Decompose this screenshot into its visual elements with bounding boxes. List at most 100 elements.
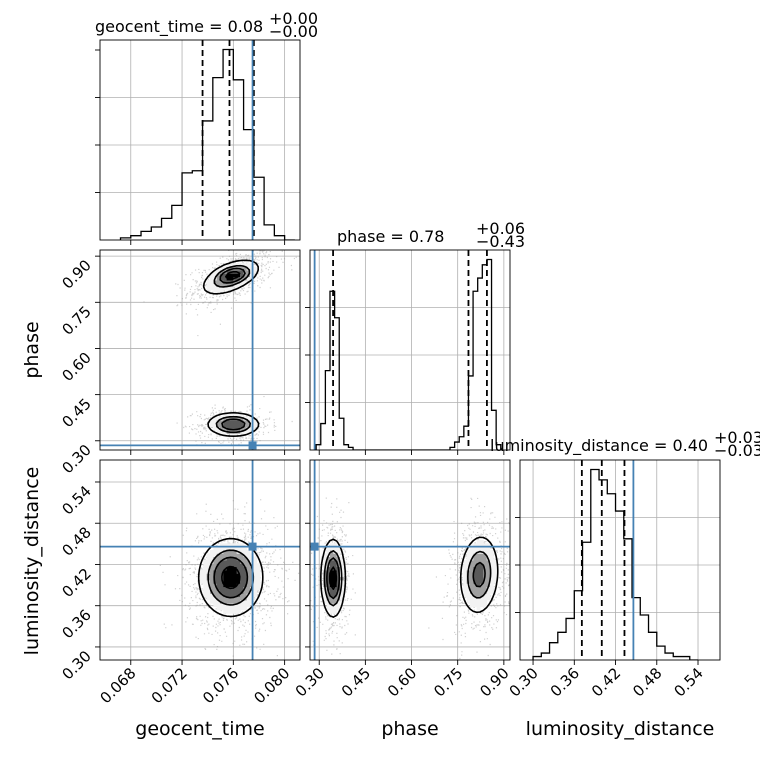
density-cell xyxy=(230,413,234,418)
density-cell xyxy=(213,603,218,608)
density-cell xyxy=(223,283,228,288)
density-cell xyxy=(490,550,494,554)
density-cell xyxy=(223,276,228,281)
density-cell xyxy=(246,573,251,578)
density-cell xyxy=(216,586,221,591)
panel-frame xyxy=(309,459,511,661)
density-cell xyxy=(486,586,491,591)
density-cell xyxy=(220,560,224,564)
density-cell xyxy=(233,590,238,594)
density-cell xyxy=(470,550,474,554)
density-cell xyxy=(246,576,251,581)
x-tick-label-geocent-time: 0.080 xyxy=(250,664,293,707)
density-cell xyxy=(256,576,261,581)
density-cell xyxy=(226,573,231,578)
density-cell xyxy=(236,556,241,561)
density-cell xyxy=(463,576,468,581)
density-cell xyxy=(210,283,214,288)
density-cell xyxy=(210,553,214,558)
density-cell xyxy=(476,576,481,581)
density-cell xyxy=(233,550,238,554)
density-cell xyxy=(223,610,228,614)
density-cell xyxy=(230,570,234,574)
title-phase-plus: +0.06 xyxy=(476,219,525,238)
density-contour xyxy=(326,557,486,600)
density-cell xyxy=(240,273,244,278)
density-cell xyxy=(333,560,338,564)
density-cell xyxy=(246,603,251,608)
density-panel-geocent-time-luminosity-distance xyxy=(95,459,301,665)
density-cell xyxy=(473,576,478,581)
density-cell xyxy=(206,586,211,591)
density-cell xyxy=(213,550,218,554)
density-cell xyxy=(336,550,341,554)
density-cell xyxy=(253,590,258,594)
density-contour xyxy=(213,264,252,434)
density-cell xyxy=(230,563,234,568)
density-cell xyxy=(220,283,224,288)
density-contour xyxy=(219,267,246,431)
density-cell xyxy=(216,556,221,561)
density-cell xyxy=(246,563,251,568)
density-cell xyxy=(213,553,218,558)
density-cell xyxy=(210,580,214,584)
density-cell xyxy=(226,563,231,568)
density-cell xyxy=(213,426,218,431)
density-cell xyxy=(340,590,344,594)
density-cell xyxy=(230,583,234,588)
density-cell xyxy=(340,560,344,564)
density-cell xyxy=(233,606,238,611)
density-cell xyxy=(206,556,211,561)
density-cell xyxy=(236,546,241,551)
density-cell xyxy=(473,586,478,591)
density-cell xyxy=(486,596,491,601)
density-cell xyxy=(330,580,334,584)
density-cell xyxy=(483,580,488,584)
density-cell xyxy=(470,580,474,584)
histogram-panel-geocent-time xyxy=(95,39,301,245)
density-cell xyxy=(240,583,244,588)
density-cell xyxy=(236,576,241,581)
density-cell xyxy=(233,560,238,564)
density-cell xyxy=(230,543,234,548)
density-cell xyxy=(256,566,261,571)
x-tick-label-luminosity-distance: 0.54 xyxy=(670,664,706,700)
density-cell xyxy=(233,596,238,601)
density-cell xyxy=(233,553,238,558)
density-cell xyxy=(333,576,338,581)
density-cell xyxy=(243,583,248,588)
density-cell xyxy=(473,600,478,604)
density-cell xyxy=(326,573,331,578)
density-cell xyxy=(330,546,334,551)
density-cell xyxy=(480,576,484,581)
density-cell xyxy=(226,553,231,558)
density-cell xyxy=(233,423,238,428)
density-cell xyxy=(216,276,221,281)
density-cell xyxy=(333,543,338,548)
density-cell xyxy=(223,423,228,428)
density-cell xyxy=(233,593,238,598)
density-cell xyxy=(216,570,221,574)
density-cell xyxy=(240,606,244,611)
density-cell xyxy=(236,596,241,601)
density-cell xyxy=(220,570,224,574)
density-cell xyxy=(220,553,224,558)
density-cell xyxy=(330,543,334,548)
density-cell xyxy=(246,570,251,574)
truth-marker xyxy=(310,542,319,551)
density-cell xyxy=(480,566,484,571)
density-cell xyxy=(246,590,251,594)
density-cell xyxy=(240,586,244,591)
density-cell xyxy=(233,570,238,574)
density-cell xyxy=(333,590,338,594)
density-cell xyxy=(463,560,468,564)
density-cell xyxy=(490,563,494,568)
density-cell xyxy=(210,563,214,568)
density-cell xyxy=(480,543,484,548)
density-cell xyxy=(483,586,488,591)
density-cell xyxy=(213,420,218,424)
density-cell xyxy=(213,560,218,564)
density-cell xyxy=(233,610,238,614)
density-cell xyxy=(226,423,231,428)
